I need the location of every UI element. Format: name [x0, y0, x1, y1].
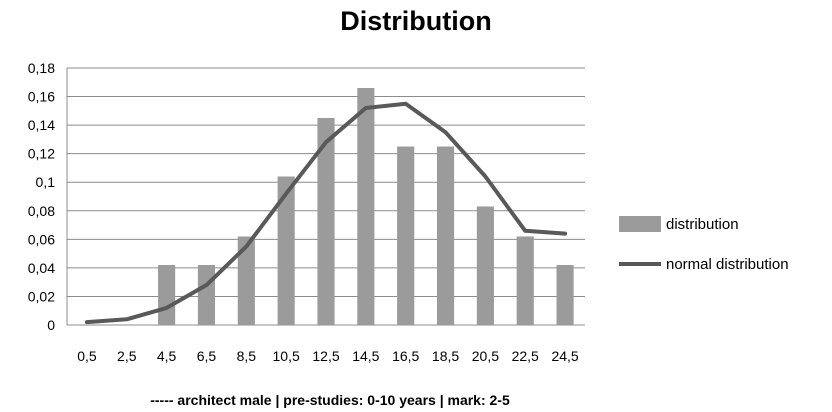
x-tick-label: 22,5 — [512, 348, 539, 364]
y-tick-label: 0,12 — [28, 146, 55, 162]
bar — [277, 176, 295, 325]
y-tick-label: 0,04 — [28, 260, 55, 276]
bar — [397, 146, 415, 325]
x-tick-label: 16,5 — [392, 348, 419, 364]
y-tick-label: 0,02 — [28, 288, 55, 304]
x-tick-label: 4,5 — [157, 348, 177, 364]
x-tick-label: 0,5 — [77, 348, 97, 364]
legend-label-normal-distribution: normal distribution — [666, 256, 789, 273]
bar — [237, 236, 255, 325]
bar — [436, 146, 455, 325]
x-tick-label: 12,5 — [312, 348, 339, 364]
legend-swatch-bar — [619, 216, 661, 232]
legend-label-distribution: distribution — [666, 216, 739, 233]
y-tick-label: 0,16 — [28, 89, 55, 105]
x-tick-label: 10,5 — [273, 348, 300, 364]
bar — [158, 265, 176, 325]
bar — [197, 265, 216, 325]
x-axis-title: ----- architect male | pre-studies: 0-10… — [150, 392, 510, 408]
chart-title: Distribution — [340, 6, 492, 36]
bar — [476, 206, 494, 325]
bar — [516, 236, 534, 325]
y-tick-label: 0,06 — [28, 231, 55, 247]
bar — [357, 87, 375, 325]
x-tick-label: 20,5 — [472, 348, 499, 364]
x-tick-label: 8,5 — [237, 348, 257, 364]
x-tick-label: 6,5 — [197, 348, 217, 364]
y-tick-label: 0,14 — [28, 117, 55, 133]
y-tick-label: 0,18 — [28, 60, 55, 76]
y-tick-label: 0,08 — [28, 203, 55, 219]
x-tick-label: 18,5 — [432, 348, 459, 364]
x-tick-label: 24,5 — [551, 348, 578, 364]
x-tick-label: 14,5 — [352, 348, 379, 364]
bar — [317, 117, 335, 325]
y-tick-label: 0,1 — [36, 174, 56, 190]
series-line — [84, 101, 568, 325]
x-tick-label: 2,5 — [117, 348, 137, 364]
bar — [556, 265, 574, 325]
y-tick-label: 0 — [47, 317, 55, 333]
